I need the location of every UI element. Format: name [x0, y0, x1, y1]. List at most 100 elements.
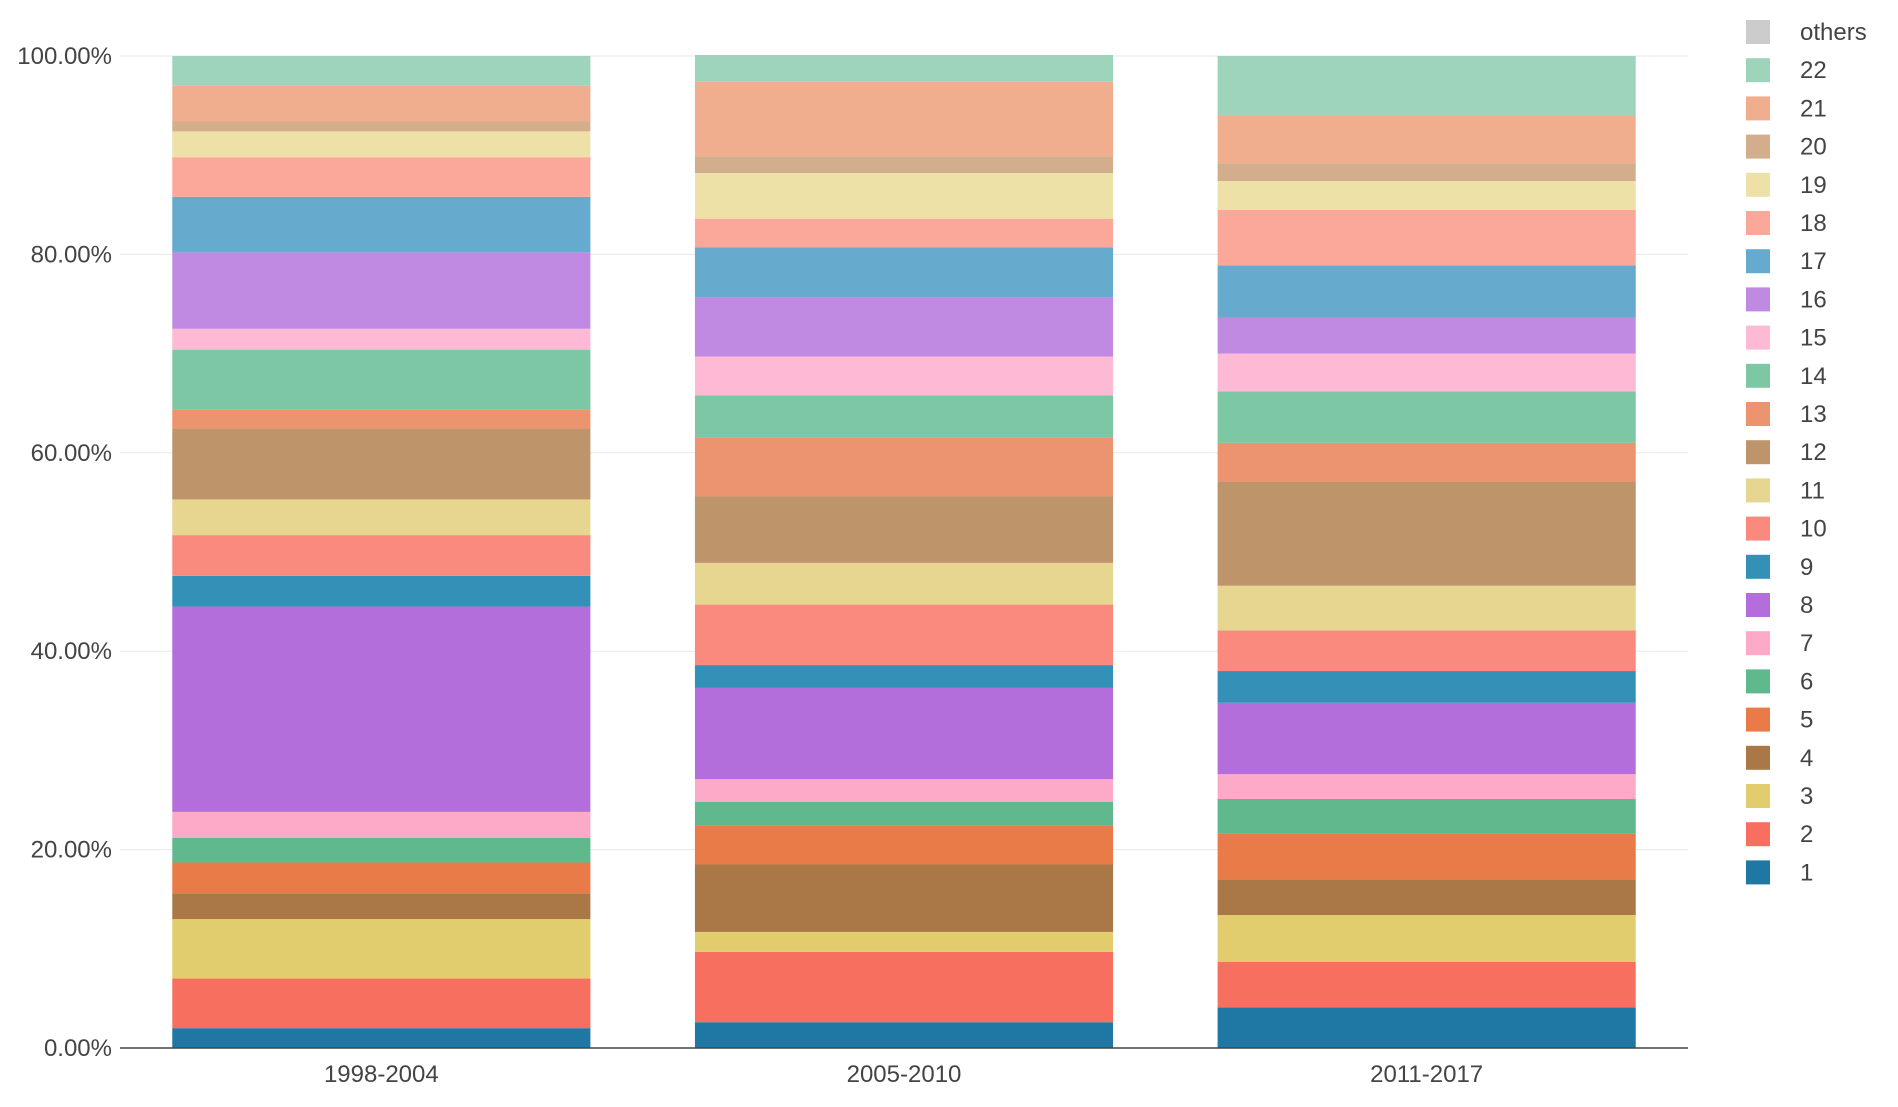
bar-segment-3[interactable]: [1217, 915, 1636, 962]
bar-segment-15[interactable]: [694, 356, 1114, 396]
legend-item-13[interactable]: 13: [1746, 401, 1827, 428]
bar-segment-2[interactable]: [1217, 961, 1636, 1008]
bar-segment-7[interactable]: [1217, 774, 1636, 800]
bar-segment-21[interactable]: [1217, 115, 1636, 164]
bar-segment-1[interactable]: [1217, 1007, 1636, 1048]
bar-segment-19[interactable]: [172, 131, 591, 158]
bar-segment-16[interactable]: [1217, 317, 1636, 354]
bar-segment-18[interactable]: [172, 157, 591, 197]
bar-segment-5[interactable]: [1217, 833, 1636, 880]
bar-segment-20[interactable]: [172, 121, 591, 132]
bar-segment-20[interactable]: [694, 156, 1114, 174]
bar-segment-8[interactable]: [1217, 702, 1636, 775]
legend-item-1[interactable]: 1: [1746, 859, 1813, 886]
bar-segment-6[interactable]: [694, 801, 1114, 826]
bar-segment-17[interactable]: [1217, 265, 1636, 318]
legend-item-20[interactable]: 20: [1746, 134, 1827, 161]
bar-segment-15[interactable]: [172, 328, 591, 350]
legend-item-2[interactable]: 2: [1746, 821, 1813, 848]
bar-segment-3[interactable]: [172, 919, 591, 979]
bar-segment-7[interactable]: [172, 811, 591, 838]
legend-label: 13: [1800, 401, 1827, 428]
bars: [172, 55, 1636, 1048]
bar-segment-7[interactable]: [694, 779, 1114, 802]
legend-item-11[interactable]: 11: [1746, 477, 1825, 504]
legend-item-14[interactable]: 14: [1746, 363, 1827, 390]
bar-segment-19[interactable]: [1217, 180, 1636, 210]
bar-segment-13[interactable]: [694, 437, 1114, 497]
bar-segment-6[interactable]: [172, 837, 591, 863]
legend-label: 18: [1800, 210, 1827, 237]
bar-segment-19[interactable]: [694, 173, 1114, 219]
bar-segment-13[interactable]: [1217, 442, 1636, 482]
bar-segment-4[interactable]: [172, 893, 591, 920]
legend-label: 10: [1800, 516, 1827, 543]
bar-segment-5[interactable]: [694, 825, 1114, 865]
legend-item-17[interactable]: 17: [1746, 248, 1827, 275]
legend-item-5[interactable]: 5: [1746, 707, 1813, 734]
bar-segment-22[interactable]: [694, 55, 1114, 82]
bar-segment-15[interactable]: [1217, 353, 1636, 392]
bar-segment-6[interactable]: [1217, 799, 1636, 834]
bar-segment-22[interactable]: [1217, 56, 1636, 116]
bar-segment-22[interactable]: [172, 56, 591, 86]
legend-item-8[interactable]: 8: [1746, 592, 1813, 619]
legend-item-7[interactable]: 7: [1746, 630, 1813, 657]
legend-item-others[interactable]: others: [1746, 19, 1867, 46]
bar-segment-17[interactable]: [172, 196, 591, 253]
bar-segment-8[interactable]: [172, 606, 591, 812]
bar-segment-4[interactable]: [694, 864, 1114, 932]
bar-segment-12[interactable]: [172, 428, 591, 500]
bar-segment-2[interactable]: [172, 978, 591, 1029]
legend-item-3[interactable]: 3: [1746, 783, 1813, 810]
bar-segment-14[interactable]: [1217, 391, 1636, 443]
bar-segment-11[interactable]: [172, 499, 591, 536]
legend-item-19[interactable]: 19: [1746, 172, 1827, 199]
legend-item-6[interactable]: 6: [1746, 668, 1813, 695]
legend-item-12[interactable]: 12: [1746, 439, 1827, 466]
bar-segment-9[interactable]: [172, 575, 591, 607]
bar-segment-1[interactable]: [172, 1028, 591, 1048]
bar-segment-12[interactable]: [694, 496, 1114, 563]
legend-item-21[interactable]: 21: [1746, 95, 1827, 122]
bar-segment-14[interactable]: [694, 395, 1114, 438]
legend-label: 21: [1800, 95, 1827, 122]
legend-item-22[interactable]: 22: [1746, 57, 1827, 84]
legend-swatch: [1746, 554, 1770, 579]
bar-segment-11[interactable]: [694, 562, 1114, 605]
bar-segment-18[interactable]: [1217, 209, 1636, 266]
bar-segment-14[interactable]: [172, 349, 591, 410]
legend-item-16[interactable]: 16: [1746, 286, 1827, 313]
bar-segment-12[interactable]: [1217, 481, 1636, 586]
legend-swatch: [1746, 516, 1770, 541]
bar-segment-21[interactable]: [172, 85, 591, 122]
bar-segment-1[interactable]: [694, 1022, 1114, 1048]
legend-item-18[interactable]: 18: [1746, 210, 1827, 237]
bar-segment-9[interactable]: [694, 665, 1114, 688]
bar-segment-21[interactable]: [694, 81, 1114, 157]
bar-segment-17[interactable]: [694, 247, 1114, 298]
bar-segment-10[interactable]: [172, 535, 591, 576]
bar-segment-13[interactable]: [172, 409, 591, 429]
legend-label: 19: [1800, 172, 1827, 199]
legend-item-4[interactable]: 4: [1746, 745, 1813, 772]
bar-segment-18[interactable]: [694, 218, 1114, 248]
legend-label: 20: [1800, 134, 1827, 161]
bar-segment-11[interactable]: [1217, 585, 1636, 631]
bar-segment-2[interactable]: [694, 951, 1114, 1023]
bar-segment-16[interactable]: [172, 252, 591, 329]
bar-segment-10[interactable]: [694, 604, 1114, 666]
bar-segment-20[interactable]: [1217, 163, 1636, 181]
bar-segment-16[interactable]: [694, 297, 1114, 357]
bar-segment-10[interactable]: [1217, 630, 1636, 672]
bar-segment-5[interactable]: [172, 862, 591, 894]
legend-item-10[interactable]: 10: [1746, 516, 1827, 543]
legend-item-9[interactable]: 9: [1746, 554, 1813, 581]
bar-segment-9[interactable]: [1217, 671, 1636, 703]
bar-segment-8[interactable]: [694, 687, 1114, 780]
bar-stack-2011-2017: [1217, 56, 1636, 1048]
legend-item-15[interactable]: 15: [1746, 325, 1827, 352]
bar-segment-3[interactable]: [694, 931, 1114, 952]
legend[interactable]: others2221201918171615141312111098765432…: [1746, 19, 1867, 886]
bar-segment-4[interactable]: [1217, 879, 1636, 916]
